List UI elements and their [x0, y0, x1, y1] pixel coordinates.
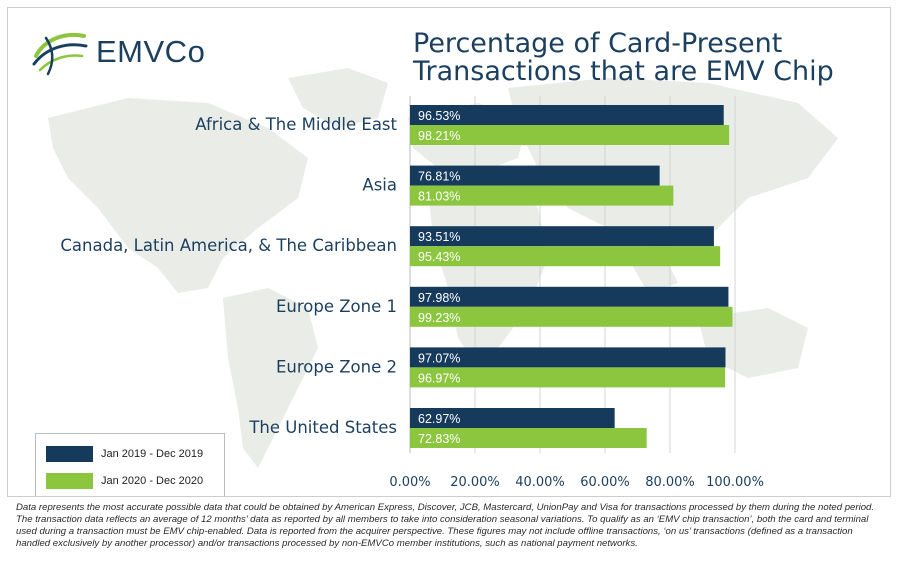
bar-2020-2 — [410, 246, 721, 267]
bar-value-label-2020-3: 99.23% — [418, 311, 460, 325]
bar-2020-3 — [410, 306, 733, 327]
legend-item-2020: Jan 2020 - Dec 2020 — [46, 470, 203, 492]
bar-2019-4 — [410, 347, 726, 368]
bar-value-label-2020-4: 96.97% — [418, 371, 460, 385]
legend-swatch-2019 — [46, 446, 93, 462]
category-label-5: The United States — [248, 418, 397, 437]
bar-value-label-2020-2: 95.43% — [418, 250, 460, 264]
bar-2020-0 — [410, 125, 730, 145]
bar-value-label-2019-1: 76.81% — [418, 170, 460, 184]
bar-2019-2 — [410, 226, 714, 247]
emvco-logo — [30, 26, 230, 78]
bar-value-label-2019-2: 93.51% — [418, 230, 460, 244]
bar-2020-1 — [410, 185, 674, 206]
bar-value-label-2019-5: 62.97% — [418, 412, 460, 426]
footnote: Data represents the most accurate possib… — [16, 502, 875, 549]
bar-value-label-2020-1: 81.03% — [418, 190, 460, 204]
legend-label-2019: Jan 2019 - Dec 2019 — [101, 448, 204, 460]
x-tick-label-2: 40.00% — [515, 475, 565, 490]
legend-item-2019: Jan 2019 - Dec 2019 — [46, 443, 203, 465]
x-tick-label-3: 60.00% — [580, 475, 630, 490]
bar-value-label-2019-3: 97.98% — [418, 291, 460, 305]
brand-name: EMVCo — [96, 34, 206, 69]
category-label-3: Europe Zone 1 — [276, 297, 397, 316]
bar-chart: Africa & The Middle East 96.53% 98.21% Asia… — [60, 96, 764, 490]
infographic-frame: EMVCo Percentage of Card-Present Transac… — [7, 7, 891, 497]
x-tick-label-4: 80.00% — [645, 475, 695, 490]
x-tick-label-5: 100.00% — [706, 475, 764, 490]
bar-value-label-2020-0: 98.21% — [418, 129, 460, 143]
legend-swatch-2020 — [46, 473, 93, 489]
category-label-1: Asia — [362, 176, 397, 195]
chart-title-line-2: Transactions that are EMV Chip — [413, 56, 834, 87]
category-label-4: Europe Zone 2 — [276, 357, 397, 376]
legend-label-2020: Jan 2020 - Dec 2020 — [101, 475, 204, 487]
bar-2020-4 — [410, 367, 726, 388]
chart-title-line-1: Percentage of Card-Present — [413, 28, 783, 59]
bar-value-label-2019-4: 97.07% — [418, 351, 460, 365]
bar-2020-5 — [410, 428, 647, 448]
bar-2019-0 — [410, 105, 724, 125]
bar-value-label-2020-5: 72.83% — [418, 432, 460, 446]
chart-title: Percentage of Card-Present Transactions … — [413, 30, 883, 86]
category-label-0: Africa & The Middle East — [195, 115, 397, 134]
bar-value-label-2019-0: 96.53% — [418, 109, 460, 123]
emvco-swoosh-logo-icon — [32, 33, 88, 76]
bar-2019-1 — [410, 165, 660, 186]
category-label-2: Canada, Latin America, & The Caribbean — [60, 236, 397, 255]
chart-legend: Jan 2019 - Dec 2019 Jan 2020 - Dec 2020 — [35, 433, 225, 496]
x-tick-label-1: 20.00% — [450, 475, 500, 490]
bar-2019-5 — [410, 408, 615, 428]
x-tick-label-0: 0.00% — [389, 475, 430, 490]
bar-2019-3 — [410, 286, 729, 307]
